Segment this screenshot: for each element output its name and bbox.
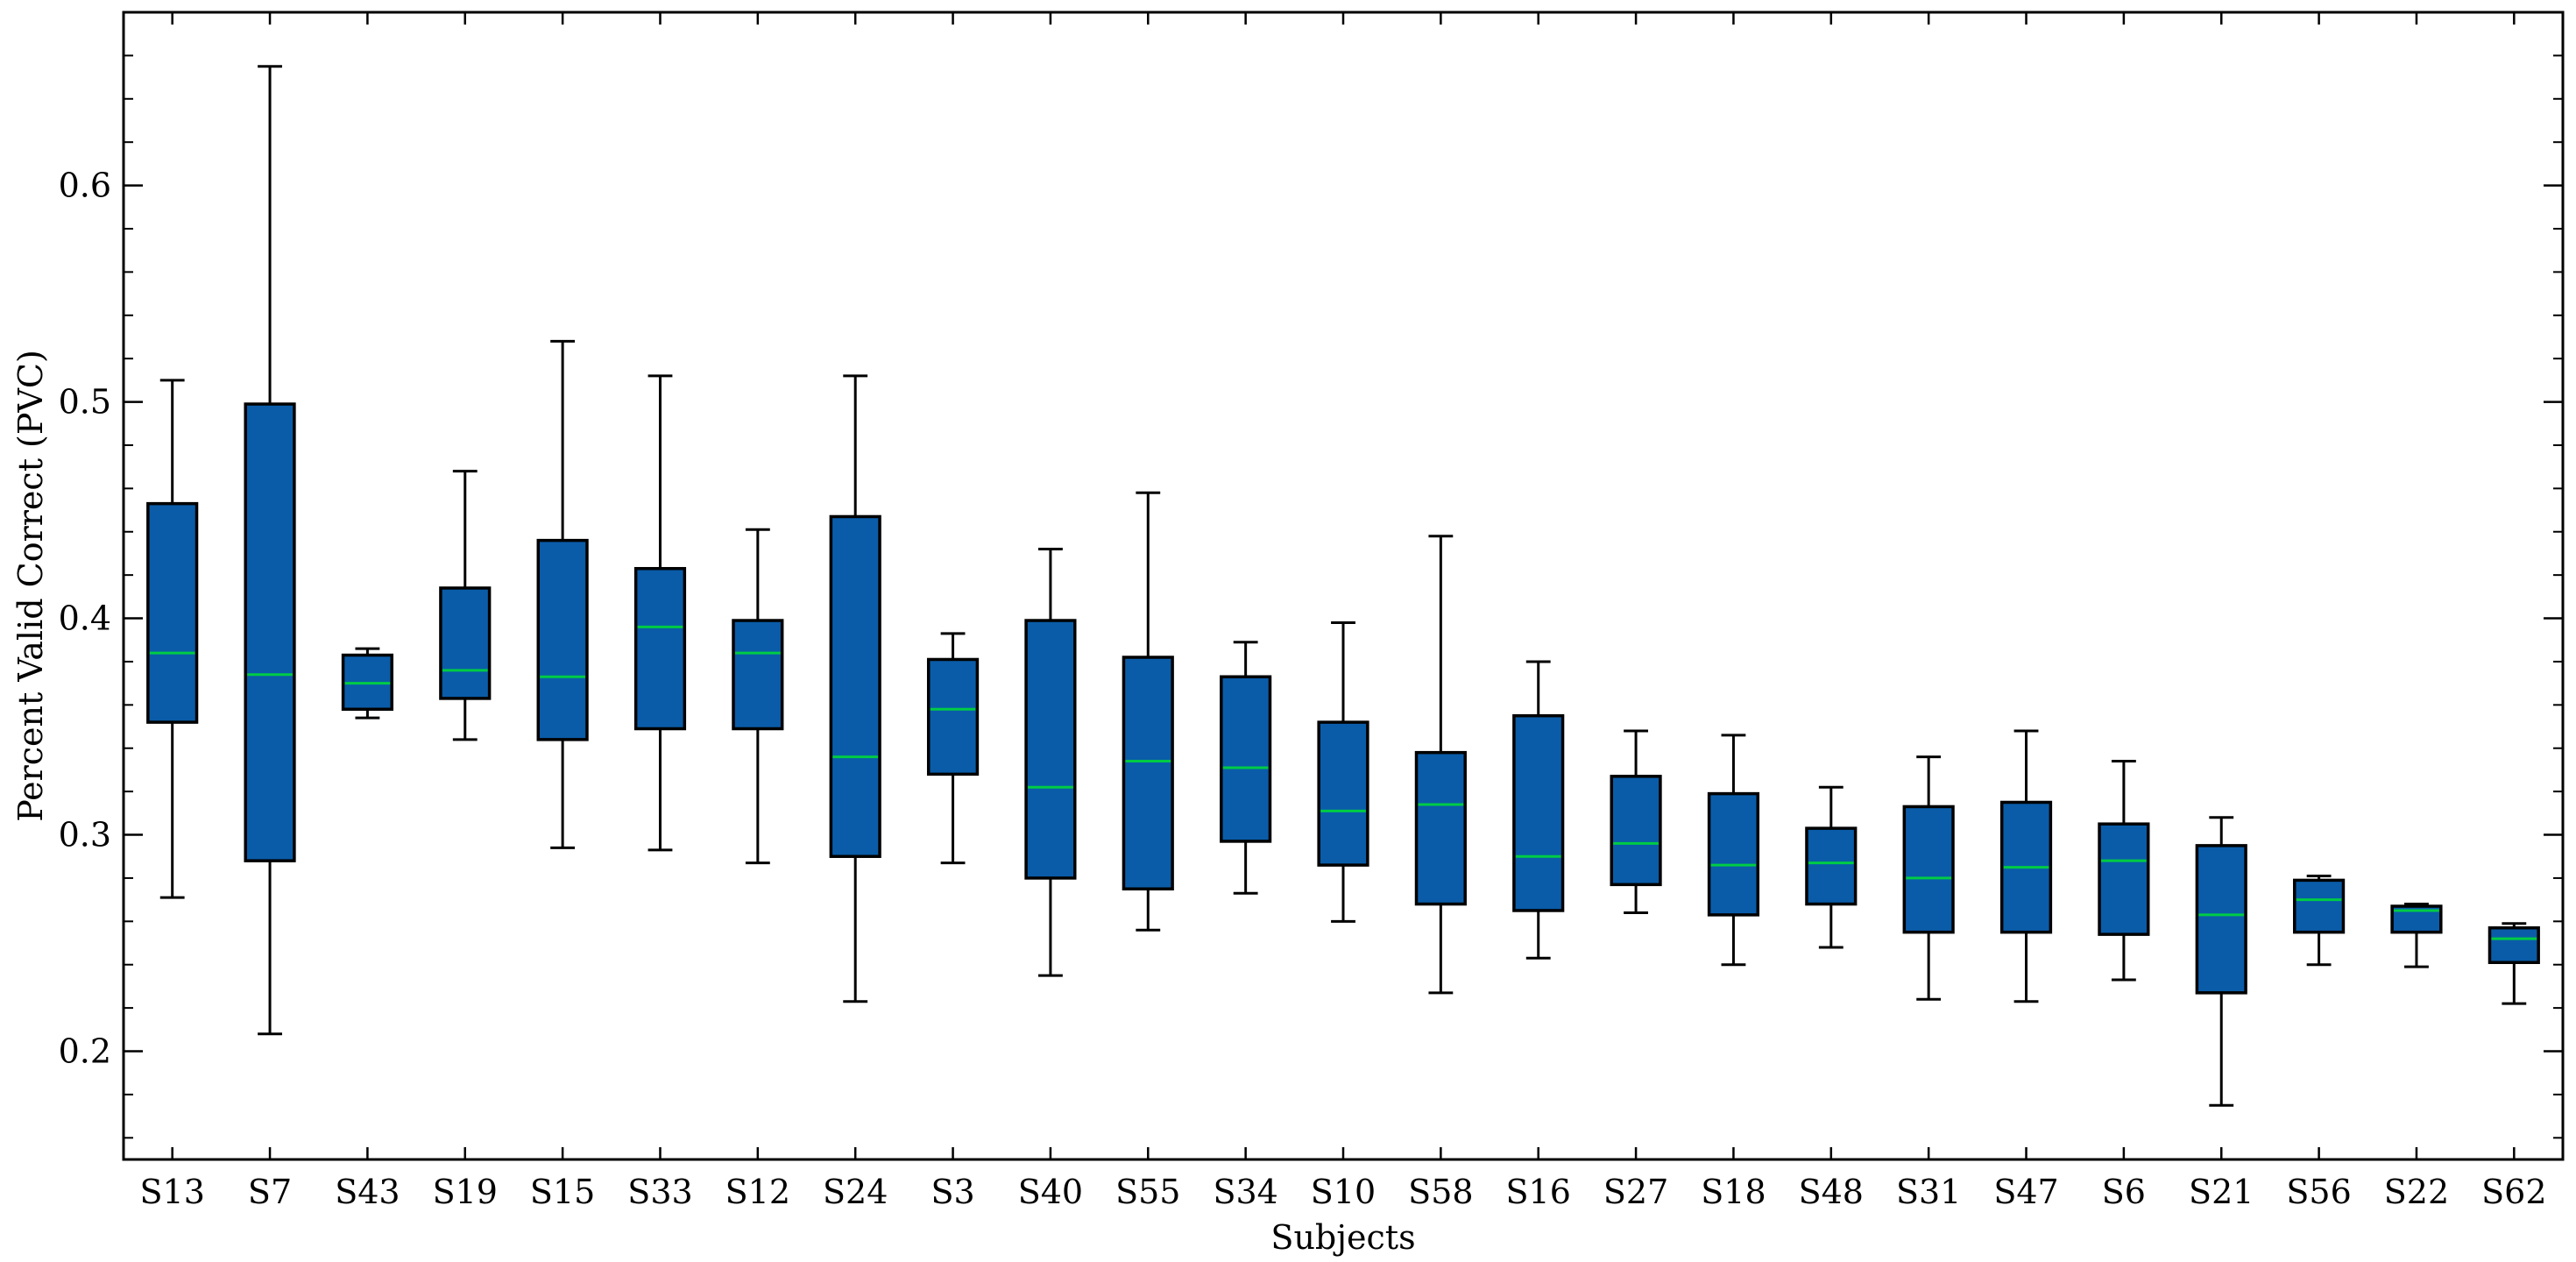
x-tick-label: S10 bbox=[1311, 1173, 1376, 1211]
x-tick-label: S13 bbox=[139, 1173, 204, 1211]
box-S33 bbox=[633, 374, 687, 852]
x-tick-label: S27 bbox=[1603, 1173, 1668, 1211]
x-tick-label: S24 bbox=[823, 1173, 888, 1211]
x-tick-label: S58 bbox=[1408, 1173, 1473, 1211]
x-tick-label: S7 bbox=[248, 1173, 292, 1211]
x-tick-label: S55 bbox=[1115, 1173, 1180, 1211]
box-body bbox=[439, 586, 492, 700]
x-tick-label: S18 bbox=[1701, 1173, 1766, 1211]
y-tick-label: 0.2 bbox=[59, 1032, 111, 1071]
box-S55 bbox=[1122, 491, 1174, 932]
box-S48 bbox=[1805, 785, 1858, 949]
y-axis-label: Percent Valid Correct (PVC) bbox=[11, 350, 50, 822]
box-body bbox=[536, 538, 589, 741]
x-tick-label: S6 bbox=[2102, 1173, 2146, 1211]
box-body bbox=[1220, 675, 1272, 843]
x-tick-label: S22 bbox=[2384, 1173, 2449, 1211]
x-tick-label: S34 bbox=[1213, 1173, 1277, 1211]
box-body bbox=[1707, 791, 1760, 917]
box-body bbox=[1610, 775, 1662, 887]
x-tick-label: S56 bbox=[2286, 1173, 2351, 1211]
box-body bbox=[829, 514, 881, 858]
x-tick-label: S16 bbox=[1506, 1173, 1571, 1211]
x-tick-label: S21 bbox=[2189, 1173, 2254, 1211]
x-tick-label: S43 bbox=[335, 1173, 400, 1211]
box-S31 bbox=[1902, 755, 1955, 1001]
x-tick-label: S40 bbox=[1018, 1173, 1083, 1211]
box-S40 bbox=[1024, 548, 1077, 977]
box-S16 bbox=[1512, 660, 1565, 960]
box-S62 bbox=[2488, 922, 2540, 1005]
x-tick-label: S12 bbox=[725, 1173, 790, 1211]
box-body bbox=[1805, 826, 1858, 906]
x-tick-label: S47 bbox=[1993, 1173, 2058, 1211]
box-S24 bbox=[829, 374, 881, 1003]
box-S7 bbox=[244, 65, 296, 1036]
box-S22 bbox=[2390, 903, 2443, 968]
box-S12 bbox=[732, 528, 784, 865]
plot-area bbox=[146, 65, 2540, 1107]
x-tick-label: S3 bbox=[931, 1173, 974, 1211]
box-S47 bbox=[1999, 729, 2053, 1003]
box-body bbox=[244, 402, 296, 862]
box-body bbox=[146, 501, 199, 724]
box-body bbox=[1902, 805, 1955, 934]
x-tick-label: S62 bbox=[2481, 1173, 2546, 1211]
box-body bbox=[633, 566, 687, 731]
box-S21 bbox=[2195, 816, 2247, 1107]
box-body bbox=[732, 619, 784, 731]
box-body bbox=[1317, 720, 1369, 867]
box-S56 bbox=[2293, 874, 2346, 967]
box-body bbox=[926, 657, 980, 776]
x-tick-label: S33 bbox=[627, 1173, 692, 1211]
x-tick-label: S15 bbox=[530, 1173, 595, 1211]
x-axis-label: Subjects bbox=[1270, 1218, 1415, 1257]
axis-ticks: S13 S7 S43 S19 S15 S33 S12 S24 S3 S40 S55 S34 S10 S58… bbox=[59, 12, 2563, 1211]
x-tick-label: S31 bbox=[1896, 1173, 1961, 1211]
box-S6 bbox=[2098, 760, 2150, 982]
box-S34 bbox=[1220, 641, 1272, 895]
box-body bbox=[1414, 750, 1467, 906]
box-S13 bbox=[146, 379, 199, 899]
box-S3 bbox=[926, 632, 980, 865]
box-S43 bbox=[341, 647, 393, 720]
box-S27 bbox=[1610, 729, 1662, 914]
x-tick-label: S19 bbox=[433, 1173, 498, 1211]
y-tick-label: 0.4 bbox=[59, 599, 111, 638]
box-body bbox=[2293, 878, 2346, 934]
box-body bbox=[1024, 619, 1077, 880]
box-body bbox=[1512, 713, 1565, 912]
y-tick-label: 0.6 bbox=[59, 167, 111, 205]
y-tick-label: 0.5 bbox=[59, 383, 111, 422]
box-S58 bbox=[1414, 535, 1467, 995]
box-S10 bbox=[1317, 620, 1369, 923]
box-body bbox=[1122, 656, 1174, 891]
box-body bbox=[2098, 822, 2150, 936]
box-S19 bbox=[439, 470, 492, 741]
box-body bbox=[2488, 925, 2540, 964]
box-S18 bbox=[1707, 734, 1760, 967]
y-tick-label: 0.3 bbox=[59, 816, 111, 854]
x-tick-label: S48 bbox=[1799, 1173, 1864, 1211]
box-body bbox=[2195, 844, 2247, 995]
box-S15 bbox=[536, 339, 589, 849]
